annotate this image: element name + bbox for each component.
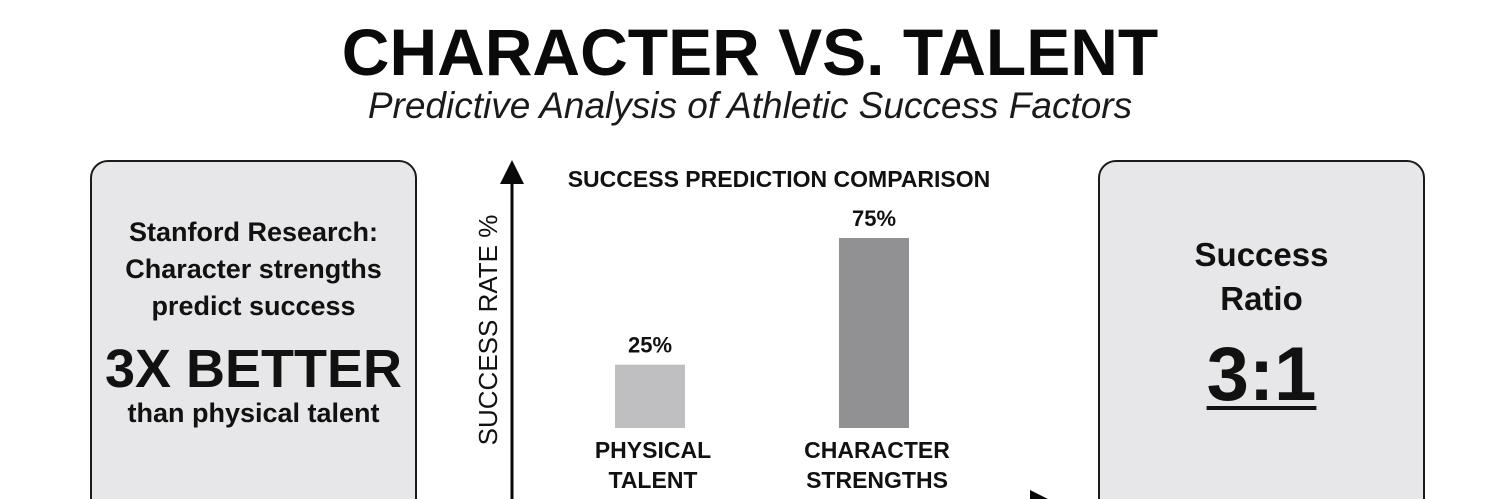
ratio-value-text: 3:1 (1206, 332, 1317, 417)
category-label: STRENGTHS (806, 467, 948, 493)
page-title: CHARACTER VS. TALENT (341, 15, 1159, 89)
x-axis-arrow-icon (1030, 490, 1048, 499)
bar (839, 238, 909, 428)
bar (615, 364, 685, 428)
ratio-label: Success (1194, 236, 1329, 273)
category-label: CHARACTER (804, 437, 950, 463)
ratio-value: 3:1 (1100, 332, 1423, 418)
category-label: PHYSICAL (595, 437, 711, 463)
page-subtitle: Predictive Analysis of Athletic Success … (367, 85, 1133, 126)
bar-value-label: 75% (852, 206, 896, 231)
chart-title: SUCCESS PREDICTION COMPARISON (568, 166, 991, 192)
research-source-text: Stanford Research: (128, 217, 379, 247)
research-claim-line: Character strengths (125, 254, 382, 284)
y-axis-label: SUCCESS RATE % (473, 215, 503, 446)
y-axis-arrow-icon (500, 160, 524, 184)
ratio-label: Ratio (1220, 280, 1303, 317)
category-label: TALENT (608, 467, 697, 493)
research-claim-line: predict success (151, 291, 356, 321)
bar-value-label: 25% (628, 333, 672, 358)
research-card: Stanford Research: Character strengths p… (90, 160, 417, 499)
research-comparison-text: than physical talent (127, 398, 380, 428)
ratio-card: Success Ratio 3:1 (1098, 160, 1425, 499)
research-highlight: 3X BETTER (104, 339, 403, 399)
